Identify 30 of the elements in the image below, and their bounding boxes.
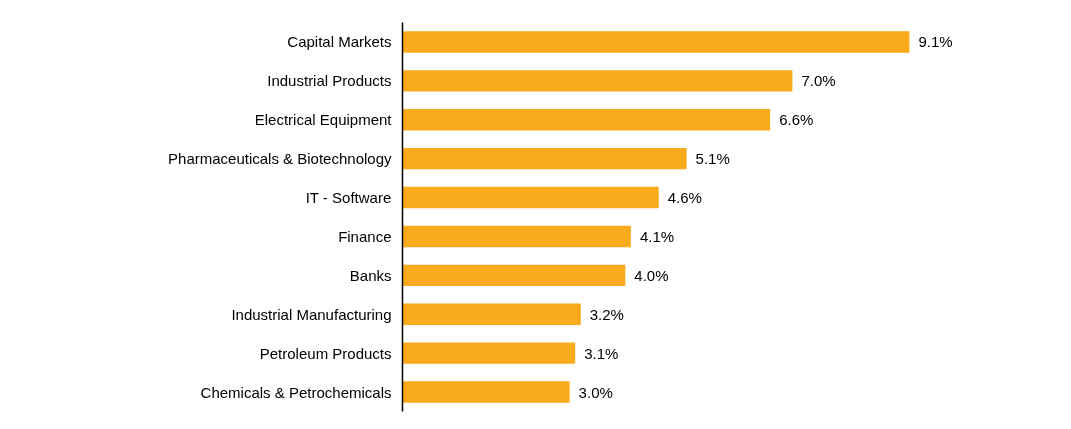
data-label: 4.1%	[639, 227, 675, 245]
bar	[402, 381, 570, 403]
y-tick-label: Chemicals & Petrochemicals	[200, 383, 392, 401]
data-label: 3.2%	[589, 305, 624, 323]
data-label: 4.0%	[634, 266, 669, 284]
y-tick-label: Industrial Products	[267, 72, 392, 90]
y-tick-label: Electrical Equipment	[254, 111, 393, 129]
data-label: 6.6%	[779, 111, 814, 129]
data-label: 5.1%	[695, 150, 730, 168]
bar	[402, 342, 576, 364]
y-tick-label: Petroleum Products	[259, 344, 392, 362]
bar	[402, 303, 581, 325]
bar	[402, 225, 631, 248]
data-label: 3.1%	[584, 344, 619, 362]
y-tick-label: Pharmaceuticals & Biotechnology	[168, 150, 392, 168]
bar	[402, 147, 687, 170]
data-label: 7.0%	[801, 72, 836, 90]
bar	[402, 70, 793, 92]
data-label: 4.6%	[667, 189, 702, 207]
bar	[402, 31, 910, 53]
y-tick-label: IT - Software	[305, 189, 392, 207]
data-label: 9.1%	[918, 33, 953, 51]
y-tick-label: Industrial Manufacturing	[231, 305, 392, 323]
y-tick-label: Banks	[349, 266, 392, 284]
bar	[402, 264, 626, 287]
bar	[402, 109, 771, 131]
data-label: 3.0%	[578, 383, 613, 401]
y-tick-label: Finance	[338, 227, 392, 245]
y-tick-label: Capital Markets	[287, 33, 392, 51]
bar	[402, 186, 659, 209]
